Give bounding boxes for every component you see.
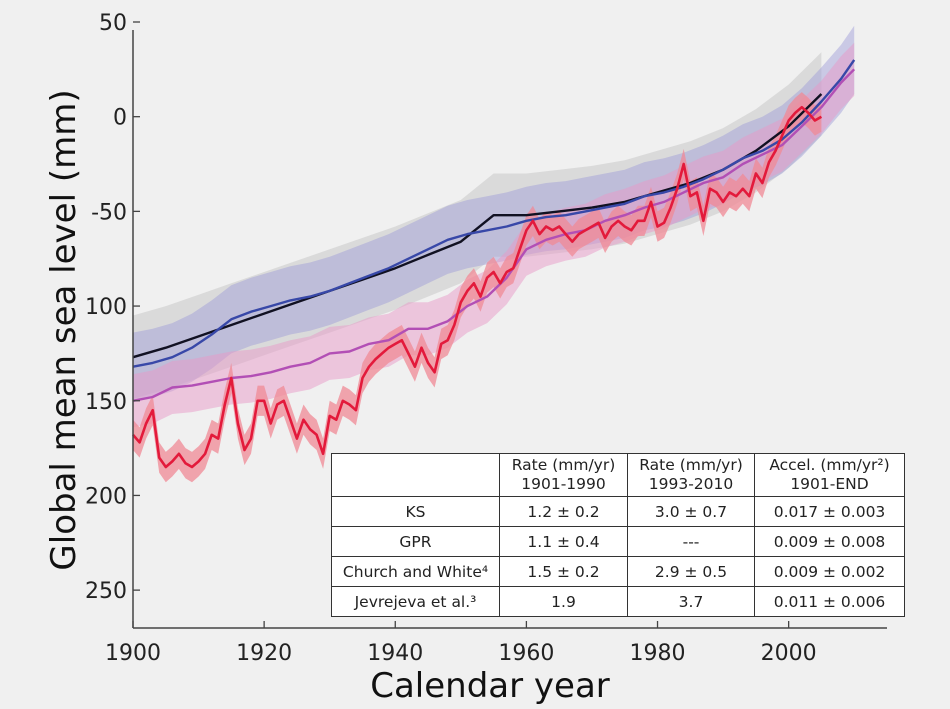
rate-1993-2010-cell: 3.7	[627, 586, 755, 617]
series-2-band	[133, 25, 855, 401]
x-tick-label: 1940	[367, 641, 423, 666]
table-row: GPR 1.1 ± 0.4 --- 0.009 ± 0.008	[331, 526, 905, 557]
rate-1993-2010-cell: 2.9 ± 0.5	[627, 556, 755, 587]
x-tick-label: 1900	[105, 641, 161, 666]
table-header-empty	[331, 453, 500, 497]
series-1-line	[132, 68, 856, 402]
x-tick-label: 1960	[498, 641, 554, 666]
y-tick-label: 250	[85, 579, 127, 604]
x-tick-label: 2000	[761, 641, 817, 666]
rate-1901-1990-cell: 1.2 ± 0.2	[499, 496, 628, 527]
row-label: Jevrejeva et al.³	[331, 586, 500, 617]
series-3-band	[133, 52, 822, 399]
rate-1993-2010-cell: 3.0 ± 0.7	[627, 496, 755, 527]
axes: 1900 1920 1940 1960 1980 2000 50 0 -50 100 150 200 2…	[85, 11, 887, 666]
series-1-band	[133, 42, 855, 428]
y-tick-label: 150	[85, 390, 127, 415]
rates-table: Rate (mm/yr) 1901-1990 Rate (mm/yr) 1993…	[331, 453, 905, 617]
table-row: KS 1.2 ± 0.2 3.0 ± 0.7 0.017 ± 0.003	[331, 496, 905, 527]
y-tick-label: 100	[85, 295, 127, 320]
series-0-line	[132, 105, 823, 469]
acceleration-cell: 0.011 ± 0.006	[754, 586, 905, 617]
table-header-acceleration: Accel. (mm/yr²) 1901-END	[754, 453, 905, 497]
rate-1901-1990-cell: 1.1 ± 0.4	[499, 526, 628, 557]
rate-1901-1990-cell: 1.5 ± 0.2	[499, 556, 628, 587]
y-tick-label: 50	[99, 11, 127, 36]
uncertainty-bands	[133, 25, 855, 483]
acceleration-cell: 0.017 ± 0.003	[754, 496, 905, 527]
table-row: Jevrejeva et al.³ 1.9 3.7 0.011 ± 0.006	[331, 586, 905, 617]
row-label: Church and White⁴	[331, 556, 500, 587]
table-header-rate-1993-2010: Rate (mm/yr) 1993-2010	[627, 453, 755, 497]
table-header-rate-1901-1990: Rate (mm/yr) 1901-1990	[499, 453, 628, 497]
row-label: KS	[331, 496, 500, 527]
y-tick-label: -50	[91, 200, 127, 225]
x-axis-title: Calendar year	[370, 666, 610, 706]
series-lines	[132, 59, 856, 469]
x-tick-label: 1980	[630, 641, 686, 666]
y-tick-label: 200	[85, 484, 127, 509]
series-2-line	[132, 59, 856, 368]
y-tick-label: 0	[113, 106, 127, 131]
y-axis-title: Global mean sea level (mm)	[44, 89, 84, 570]
row-label: GPR	[331, 526, 500, 557]
acceleration-cell: 0.009 ± 0.002	[754, 556, 905, 587]
table-header-row: Rate (mm/yr) 1901-1990 Rate (mm/yr) 1993…	[331, 453, 905, 497]
rate-1993-2010-cell: ---	[627, 526, 755, 557]
acceleration-cell: 0.009 ± 0.008	[754, 526, 905, 557]
table-row: Church and White⁴ 1.5 ± 0.2 2.9 ± 0.5 0.…	[331, 556, 905, 587]
x-tick-label: 1920	[236, 641, 292, 666]
rate-1901-1990-cell: 1.9	[499, 586, 628, 617]
